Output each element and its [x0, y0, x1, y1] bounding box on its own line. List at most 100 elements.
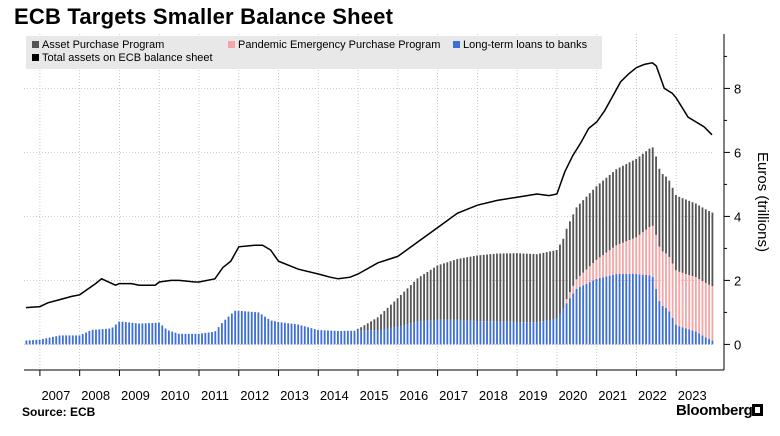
bar-asset-purchase-program: [399, 294, 402, 326]
bar-long-term-loans: [602, 277, 604, 345]
bar-long-term-loans: [91, 329, 94, 345]
bar-asset-purchase-program: [509, 253, 512, 322]
bar-pepp: [585, 269, 588, 284]
bar-long-term-loans: [366, 330, 369, 345]
bar-pepp: [592, 263, 595, 281]
total-assets-line-group: [25, 61, 713, 309]
bar-pepp: [658, 246, 661, 302]
bar-long-term-loans: [274, 321, 276, 345]
bar-asset-purchase-program: [386, 307, 389, 329]
bar-long-term-loans: [681, 327, 684, 345]
bar-asset-purchase-program: [559, 244, 561, 314]
bar-long-term-loans: [167, 330, 170, 345]
bar-long-term-loans: [376, 330, 379, 345]
y-tick-label: 6: [734, 145, 741, 160]
bar-pepp: [638, 234, 641, 275]
bar-asset-purchase-program: [635, 158, 638, 238]
bar-long-term-loans: [549, 320, 551, 345]
bar-long-term-loans: [665, 307, 667, 345]
bar-asset-purchase-program: [396, 298, 399, 327]
bar-asset-purchase-program: [585, 196, 588, 270]
bar-long-term-loans: [58, 335, 61, 345]
bar-long-term-loans: [214, 331, 217, 345]
bar-long-term-loans: [290, 323, 293, 345]
x-tick-label: 2021: [598, 388, 627, 403]
bar-asset-purchase-program: [675, 195, 677, 271]
bar-asset-purchase-program: [535, 254, 538, 323]
bar-long-term-loans: [462, 320, 465, 345]
bar-asset-purchase-program: [549, 251, 551, 321]
bar-asset-purchase-program: [588, 193, 591, 267]
bar-asset-purchase-program: [472, 256, 475, 321]
bar-long-term-loans: [267, 318, 270, 345]
bar-long-term-loans: [631, 274, 634, 345]
bar-asset-purchase-program: [555, 250, 558, 319]
bar-long-term-loans: [260, 314, 263, 345]
bar-pepp: [572, 285, 575, 294]
bar-asset-purchase-program: [416, 278, 419, 322]
bar-asset-purchase-program: [638, 156, 641, 235]
bar-long-term-loans: [651, 277, 654, 345]
bar-pepp: [681, 272, 684, 328]
bar-pepp: [708, 284, 711, 340]
bar-long-term-loans: [522, 322, 525, 345]
bar-long-term-loans: [61, 335, 64, 345]
bar-asset-purchase-program: [651, 147, 654, 226]
bar-long-term-loans: [595, 278, 598, 345]
bar-pepp: [565, 299, 568, 304]
bar-long-term-loans: [383, 328, 386, 345]
bar-long-term-loans: [605, 276, 608, 345]
bar-long-term-loans: [138, 323, 140, 345]
bloomberg-logo: Bloomberg: [676, 402, 753, 419]
bar-asset-purchase-program: [605, 177, 608, 253]
bar-asset-purchase-program: [486, 254, 488, 322]
bar-pepp: [641, 232, 644, 275]
bar-long-term-loans: [396, 326, 399, 345]
bar-pepp: [671, 263, 674, 318]
bar-long-term-loans: [346, 330, 349, 345]
bar-pepp: [645, 229, 648, 275]
x-tick-label: 2008: [81, 388, 110, 403]
bar-long-term-loans: [535, 322, 538, 345]
bar-pepp: [582, 272, 585, 286]
bar-asset-purchase-program: [694, 203, 697, 278]
bar-asset-purchase-program: [479, 255, 482, 322]
bar-long-term-loans: [469, 320, 472, 345]
bar-asset-purchase-program: [443, 263, 445, 320]
x-tick-label: 2019: [519, 388, 548, 403]
bar-long-term-loans: [303, 326, 306, 345]
x-tick-label: 2023: [678, 388, 707, 403]
bar-long-term-loans: [134, 323, 137, 345]
bar-long-term-loans: [668, 311, 671, 345]
bar-asset-purchase-program: [658, 168, 661, 247]
bar-long-term-loans: [234, 310, 237, 345]
bar-asset-purchase-program: [631, 160, 634, 239]
bar-long-term-loans: [671, 318, 674, 345]
bar-asset-purchase-program: [489, 254, 492, 322]
bloomberg-logo-mark: [752, 404, 763, 416]
bar-asset-purchase-program: [568, 221, 571, 293]
bar-long-term-loans: [698, 333, 701, 345]
bar-long-term-loans: [330, 330, 333, 345]
bar-long-term-loans: [187, 333, 190, 345]
bar-long-term-loans: [572, 293, 575, 345]
bar-long-term-loans: [618, 274, 621, 345]
bar-long-term-loans: [509, 321, 512, 345]
bar-long-term-loans: [283, 322, 286, 345]
bar-asset-purchase-program: [645, 151, 648, 230]
bar-long-term-loans: [25, 340, 28, 345]
bar-long-term-loans: [436, 319, 439, 345]
bar-long-term-loans: [141, 323, 144, 345]
bar-pepp: [612, 247, 614, 275]
bar-long-term-loans: [244, 311, 247, 345]
bar-long-term-loans: [363, 330, 366, 345]
bar-asset-purchase-program: [671, 187, 674, 264]
bar-asset-purchase-program: [406, 288, 409, 325]
bar-long-term-loans: [592, 280, 595, 345]
bar-long-term-loans: [224, 319, 227, 345]
x-tick-label: 2017: [439, 388, 468, 403]
bar-asset-purchase-program: [466, 257, 469, 321]
bar-long-term-loans: [552, 319, 555, 345]
bar-long-term-loans: [55, 336, 58, 345]
